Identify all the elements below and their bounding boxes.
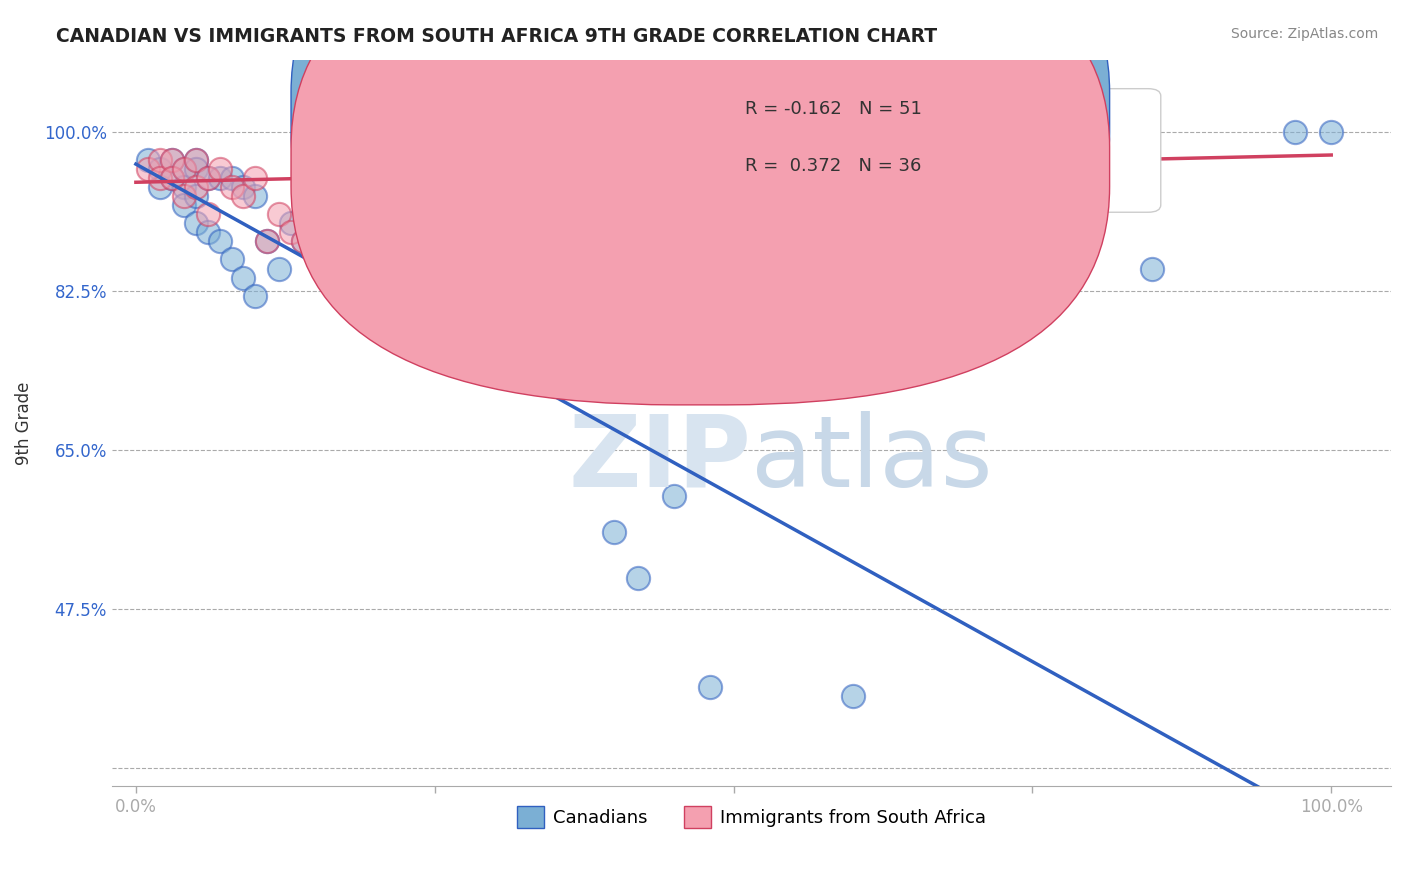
Point <box>197 225 219 239</box>
Point <box>245 170 267 185</box>
Point <box>232 189 254 203</box>
Point <box>484 235 506 249</box>
Point <box>638 244 661 258</box>
Point <box>160 170 183 185</box>
Point <box>423 252 446 267</box>
Point <box>256 235 278 249</box>
Point <box>484 279 506 293</box>
Point <box>208 161 231 176</box>
Legend: Canadians, Immigrants from South Africa: Canadians, Immigrants from South Africa <box>510 799 993 836</box>
Point <box>136 153 159 167</box>
Point <box>519 279 541 293</box>
Point <box>149 161 172 176</box>
Text: atlas: atlas <box>751 411 993 508</box>
FancyBboxPatch shape <box>291 0 1109 351</box>
Point <box>221 170 243 185</box>
Point <box>292 235 315 249</box>
Point <box>412 244 434 258</box>
Point <box>328 225 350 239</box>
Point <box>686 216 709 230</box>
Point <box>842 689 865 703</box>
Point <box>173 179 195 194</box>
Point <box>447 279 470 293</box>
Point <box>173 189 195 203</box>
Point <box>316 244 339 258</box>
Point <box>460 298 482 312</box>
Point <box>208 170 231 185</box>
Point <box>603 261 626 276</box>
Point <box>460 316 482 330</box>
Point <box>160 153 183 167</box>
Point <box>603 524 626 539</box>
Point <box>269 207 291 221</box>
Point <box>364 252 387 267</box>
Point <box>184 189 207 203</box>
Point <box>699 680 721 694</box>
Text: Source: ZipAtlas.com: Source: ZipAtlas.com <box>1230 27 1378 41</box>
Point <box>160 170 183 185</box>
Point <box>304 244 326 258</box>
Point <box>232 270 254 285</box>
Point <box>136 161 159 176</box>
Point <box>197 207 219 221</box>
Point <box>245 189 267 203</box>
Point <box>173 161 195 176</box>
Point <box>160 153 183 167</box>
Point <box>184 161 207 176</box>
Point <box>149 170 172 185</box>
Point <box>208 235 231 249</box>
Text: CANADIAN VS IMMIGRANTS FROM SOUTH AFRICA 9TH GRADE CORRELATION CHART: CANADIAN VS IMMIGRANTS FROM SOUTH AFRICA… <box>56 27 938 45</box>
Point <box>269 261 291 276</box>
Point <box>184 179 207 194</box>
Point <box>508 270 530 285</box>
Point <box>221 179 243 194</box>
Point <box>519 261 541 276</box>
Y-axis label: 9th Grade: 9th Grade <box>15 382 32 465</box>
Point <box>447 279 470 293</box>
Point <box>292 235 315 249</box>
Point <box>340 270 363 285</box>
Point <box>388 261 411 276</box>
Point <box>447 261 470 276</box>
FancyBboxPatch shape <box>291 0 1109 405</box>
Point <box>1140 261 1163 276</box>
Point <box>627 570 650 584</box>
Point <box>508 261 530 276</box>
Point <box>197 170 219 185</box>
Point <box>149 179 172 194</box>
Point <box>412 235 434 249</box>
FancyBboxPatch shape <box>650 88 1161 212</box>
Point <box>375 270 398 285</box>
Point <box>256 235 278 249</box>
Point <box>567 289 589 303</box>
Point <box>579 352 602 367</box>
Point <box>184 153 207 167</box>
Point <box>245 289 267 303</box>
Point <box>758 207 780 221</box>
Point <box>1320 125 1343 139</box>
Text: ZIP: ZIP <box>568 411 751 508</box>
Point <box>232 179 254 194</box>
Point <box>173 198 195 212</box>
Point <box>316 270 339 285</box>
Point <box>197 170 219 185</box>
Point <box>388 289 411 303</box>
Point <box>543 334 565 349</box>
Point <box>184 216 207 230</box>
Point <box>173 161 195 176</box>
Point <box>1284 125 1306 139</box>
Point <box>364 252 387 267</box>
Text: R =  0.372   N = 36: R = 0.372 N = 36 <box>745 158 921 176</box>
Point <box>149 153 172 167</box>
Point <box>280 216 302 230</box>
Point <box>328 279 350 293</box>
Point <box>567 370 589 384</box>
Point <box>221 252 243 267</box>
Point <box>304 244 326 258</box>
Text: R = -0.162   N = 51: R = -0.162 N = 51 <box>745 100 922 118</box>
Point <box>184 153 207 167</box>
Point <box>662 489 685 503</box>
Point <box>280 225 302 239</box>
